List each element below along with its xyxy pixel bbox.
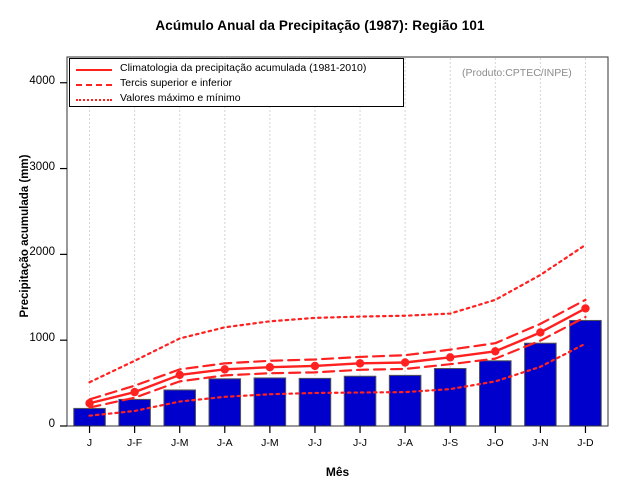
series-dotted [88,342,587,417]
x-tick-label: J-O [486,437,504,449]
legend-entry-extremes: Valores máximo e mínimo [76,92,403,107]
y-tick-label: 0 [48,418,55,430]
line-dashed-icon [76,84,112,86]
data-point-marker [491,347,500,356]
series-dotted [88,243,587,384]
series-group [88,243,587,417]
x-tick-label: J-A [216,437,233,449]
data-point-marker [85,399,94,408]
chart-title: Acúmulo Anual da Precipitação (1987): Re… [155,18,485,33]
x-tick-label: J-N [532,437,549,449]
data-point-marker [400,358,410,367]
line-dotted-icon [76,99,112,101]
legend-entry-terciles: Tercis superior e inferior [76,77,403,92]
data-point-marker [355,359,365,368]
x-axis-label: Mês [325,465,350,479]
tick-marks [60,82,587,433]
x-tick-label: J-J [353,437,368,449]
x-tick-label: J-J [307,437,322,449]
line-solid-icon [76,69,112,71]
y-tick-label: 3000 [29,160,55,173]
y-tick-label: 2000 [29,246,55,259]
y-tick-label: 4000 [29,74,55,87]
climatology-markers [85,304,590,408]
legend-label: Climatologia da precipitação acumulada (… [120,62,367,74]
legend-label: Tercis superior e inferior [120,77,233,89]
data-point-marker [581,304,590,313]
legend-entry-climatology: Climatologia da precipitação acumulada (… [76,62,403,77]
y-tick-label: 1000 [29,332,55,345]
legend: Climatologia da precipitação acumulada (… [69,58,404,107]
product-credit: (Produto:CPTEC/INPE) [462,67,572,79]
series-dashed [88,298,587,401]
data-point-marker [220,365,229,374]
data-point-marker [536,328,545,337]
series-solid [88,307,587,405]
data-point-marker [446,353,455,362]
x-tick-label: J-D [577,437,594,449]
x-tick-label: J-F [127,437,143,449]
x-tick-label: J-S [442,437,459,449]
series-dashed [88,315,587,409]
data-point-marker [265,363,275,372]
x-tick-label: J-M [170,437,189,449]
data-point-marker [130,387,139,397]
x-tick-label: J [86,437,93,449]
legend-label: Valores máximo e mínimo [120,92,241,104]
x-tick-label: J-A [397,437,413,449]
data-point-marker [175,370,184,380]
data-point-marker [310,361,320,371]
x-tick-label: J-M [261,437,279,449]
axes [66,56,609,427]
